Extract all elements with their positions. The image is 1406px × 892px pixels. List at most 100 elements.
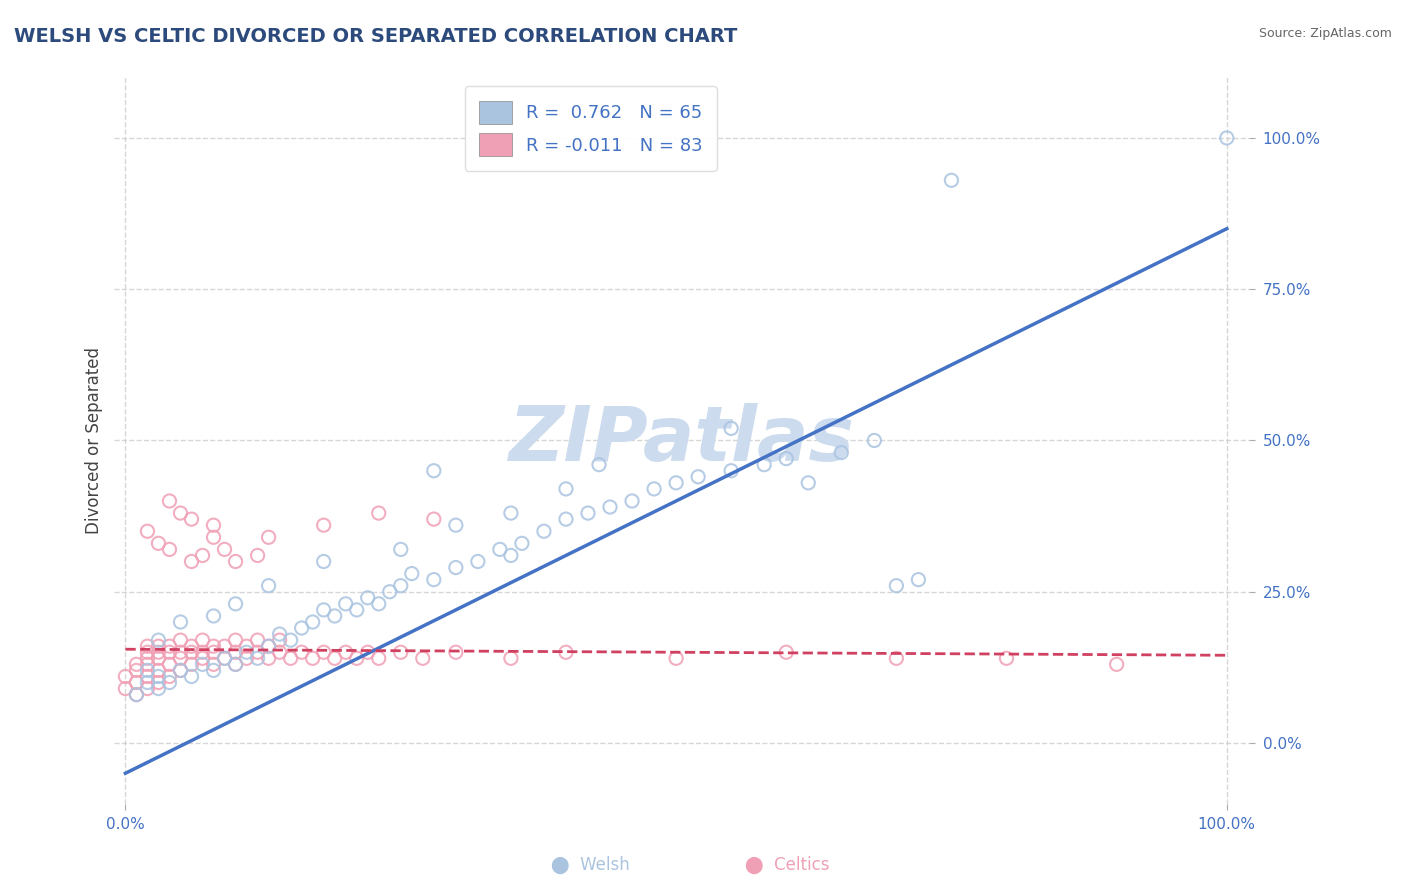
- Point: [499, 651, 522, 665]
- Point: [301, 651, 323, 665]
- Point: [191, 657, 214, 672]
- Point: [797, 475, 820, 490]
- Point: [533, 524, 555, 539]
- Point: [202, 645, 225, 659]
- Point: [202, 639, 225, 653]
- Point: [136, 669, 159, 683]
- Point: [423, 464, 446, 478]
- Point: [169, 633, 191, 648]
- Point: [412, 651, 434, 665]
- Point: [169, 664, 191, 678]
- Point: [499, 506, 522, 520]
- Point: [367, 506, 389, 520]
- Point: [214, 651, 236, 665]
- Point: [269, 645, 291, 659]
- Point: [235, 651, 257, 665]
- Point: [423, 573, 446, 587]
- Point: [775, 645, 797, 659]
- Point: [169, 506, 191, 520]
- Point: [720, 464, 742, 478]
- Point: [136, 675, 159, 690]
- Point: [257, 639, 280, 653]
- Point: [291, 621, 314, 635]
- Text: Source: ZipAtlas.com: Source: ZipAtlas.com: [1258, 27, 1392, 40]
- Point: [136, 681, 159, 696]
- Point: [665, 475, 688, 490]
- Point: [246, 651, 269, 665]
- Point: [444, 560, 467, 574]
- Point: [499, 549, 522, 563]
- Point: [169, 664, 191, 678]
- Point: [312, 554, 335, 568]
- Point: [312, 645, 335, 659]
- Point: [389, 579, 412, 593]
- Point: [191, 651, 214, 665]
- Point: [148, 651, 170, 665]
- Point: [378, 584, 401, 599]
- Point: [148, 645, 170, 659]
- Point: [202, 609, 225, 624]
- Point: [357, 645, 380, 659]
- Point: [312, 603, 335, 617]
- Point: [159, 675, 181, 690]
- Point: [180, 554, 202, 568]
- Point: [257, 530, 280, 544]
- Point: [180, 645, 202, 659]
- Point: [148, 675, 170, 690]
- Point: [136, 524, 159, 539]
- Point: [335, 597, 357, 611]
- Point: [148, 664, 170, 678]
- Point: [214, 639, 236, 653]
- Point: [830, 445, 852, 459]
- Point: [357, 591, 380, 605]
- Point: [148, 681, 170, 696]
- Point: [389, 645, 412, 659]
- Point: [941, 173, 963, 187]
- Point: [389, 542, 412, 557]
- Point: [291, 645, 314, 659]
- Point: [202, 664, 225, 678]
- Point: [367, 651, 389, 665]
- Point: [225, 597, 247, 611]
- Point: [863, 434, 886, 448]
- Point: [555, 645, 578, 659]
- Point: [257, 651, 280, 665]
- Point: [180, 657, 202, 672]
- Point: [688, 470, 710, 484]
- Point: [169, 645, 191, 659]
- Point: [169, 615, 191, 629]
- Point: [225, 554, 247, 568]
- Point: [599, 500, 621, 514]
- Point: [136, 664, 159, 678]
- Point: [148, 639, 170, 653]
- Point: [202, 530, 225, 544]
- Point: [280, 651, 302, 665]
- Point: [576, 506, 599, 520]
- Point: [180, 512, 202, 526]
- Text: ⬤  Welsh: ⬤ Welsh: [551, 856, 630, 874]
- Point: [269, 627, 291, 641]
- Point: [489, 542, 512, 557]
- Point: [169, 651, 191, 665]
- Point: [214, 542, 236, 557]
- Point: [159, 542, 181, 557]
- Point: [1216, 131, 1239, 145]
- Point: [180, 669, 202, 683]
- Point: [643, 482, 665, 496]
- Point: [467, 554, 489, 568]
- Point: [886, 579, 908, 593]
- Point: [665, 651, 688, 665]
- Point: [136, 639, 159, 653]
- Point: [301, 615, 323, 629]
- Point: [280, 633, 302, 648]
- Text: WELSH VS CELTIC DIVORCED OR SEPARATED CORRELATION CHART: WELSH VS CELTIC DIVORCED OR SEPARATED CO…: [14, 27, 737, 45]
- Point: [346, 651, 368, 665]
- Point: [621, 494, 644, 508]
- Point: [754, 458, 776, 472]
- Point: [114, 681, 136, 696]
- Point: [335, 645, 357, 659]
- Point: [555, 482, 578, 496]
- Point: [235, 645, 257, 659]
- Point: [148, 669, 170, 683]
- Legend: R =  0.762   N = 65, R = -0.011   N = 83: R = 0.762 N = 65, R = -0.011 N = 83: [464, 87, 717, 170]
